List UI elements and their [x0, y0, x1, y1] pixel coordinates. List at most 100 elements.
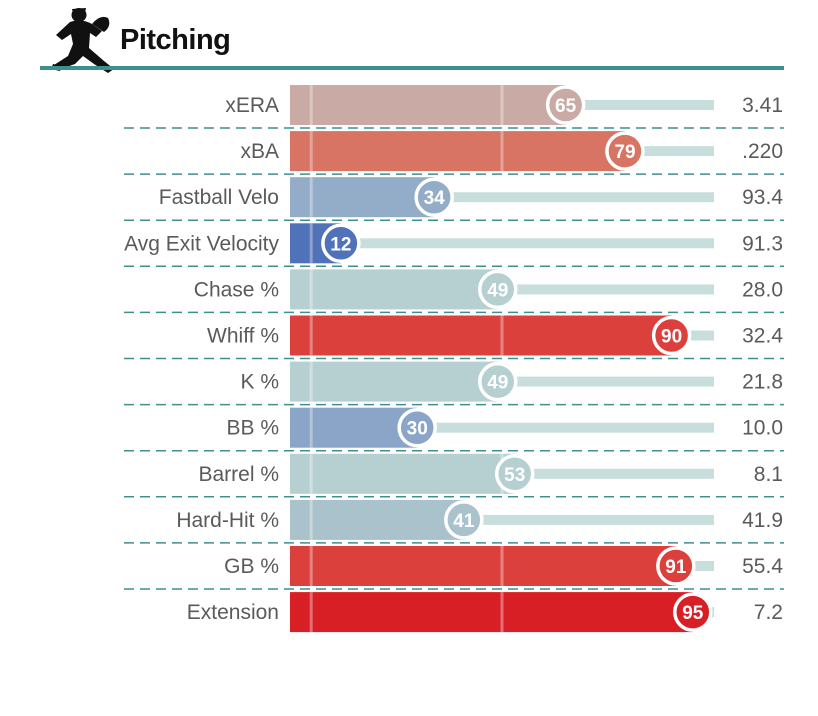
percentile-label: 53: [504, 465, 525, 486]
stat-value: 91.3: [742, 232, 783, 255]
percentile-bar: [290, 269, 498, 310]
stat-value: .220: [742, 140, 783, 163]
stat-value: 41.9: [742, 509, 783, 532]
title-rule: [40, 66, 784, 70]
row-label: Chase %: [194, 278, 279, 301]
stat-value: 10.0: [742, 417, 783, 440]
percentile-marker: [494, 454, 535, 494]
chart-header: Pitching: [0, 0, 818, 76]
row-label: GB %: [224, 555, 279, 578]
pitcher-silhouette-icon: [51, 8, 114, 73]
percentile-marker: [414, 177, 454, 217]
percentile-bar: [290, 453, 515, 494]
percentile-marker: [605, 131, 645, 171]
percentile-bar: [290, 546, 676, 586]
row-label: K %: [240, 371, 279, 394]
row-label: xBA: [240, 140, 279, 163]
percentile-track: [671, 330, 714, 341]
percentile-bar: [290, 131, 625, 172]
percentile-marker: [656, 546, 696, 586]
gridline: [309, 361, 313, 402]
row-label: BB %: [226, 417, 279, 440]
percentile-track: [497, 284, 714, 295]
stat-value: 8.1: [754, 463, 783, 486]
percentile-track: [624, 146, 714, 157]
gridline: [500, 131, 504, 172]
percentile-bar: [290, 85, 566, 125]
percentile-label: 30: [407, 419, 428, 440]
percentile-marker: [478, 361, 518, 402]
gridline: [309, 546, 313, 586]
stat-value: 55.4: [742, 555, 783, 578]
gridline: [500, 315, 504, 356]
chart-row: K % 49 21.8: [124, 361, 784, 406]
percentile-track: [514, 468, 714, 479]
stat-value: 3.41: [742, 94, 783, 117]
chart-row: Extension 95 7.2: [187, 592, 783, 633]
percentile-track: [417, 422, 714, 433]
percentile-bar: [290, 315, 672, 356]
stat-value: 21.8: [742, 371, 783, 394]
gridline: [309, 177, 313, 218]
chart-row: xBA 79 .220: [124, 131, 784, 175]
gridline: [500, 592, 504, 633]
percentile-track: [434, 192, 714, 203]
percentile-marker: [478, 269, 518, 310]
chart-row: BB % 30 10.0: [124, 407, 784, 452]
percentile-track: [340, 238, 714, 249]
percentile-bar: [290, 177, 435, 218]
percentile-label: 34: [424, 188, 446, 209]
percentile-label: 90: [661, 327, 682, 348]
percentile-label: 65: [555, 96, 577, 117]
row-label: Fastball Velo: [159, 186, 279, 209]
stat-value: 93.4: [742, 186, 783, 209]
chart-row: Barrel % 53 8.1: [124, 453, 784, 498]
percentile-track: [463, 514, 714, 525]
stat-value: 28.0: [742, 278, 783, 301]
gridline: [309, 592, 313, 633]
row-label: Whiff %: [207, 325, 279, 348]
percentile-marker: [444, 500, 484, 540]
percentile-label: 91: [665, 557, 687, 578]
percentile-track: [497, 376, 714, 387]
percentile-label: 95: [682, 603, 704, 624]
row-label: xERA: [225, 94, 279, 117]
percentile-bar: [290, 407, 418, 448]
gridline: [500, 85, 504, 125]
chart-row: GB % 91 55.4: [124, 546, 784, 590]
row-label: Avg Exit Velocity: [124, 232, 279, 255]
percentile-marker: [321, 223, 361, 264]
gridline: [309, 453, 313, 494]
chart-row: Chase % 49 28.0: [124, 269, 784, 314]
gridline: [500, 546, 504, 586]
gridline: [309, 315, 313, 356]
row-label: Hard-Hit %: [176, 509, 279, 532]
percentile-label: 12: [330, 234, 351, 255]
gridline: [309, 499, 313, 540]
percentile-bar: [290, 592, 693, 633]
chart-row: Hard-Hit % 41 41.9: [124, 499, 784, 544]
percentile-label: 41: [453, 511, 475, 532]
percentile-marker: [397, 407, 437, 448]
percentile-label: 79: [614, 142, 635, 163]
gridline: [309, 131, 313, 172]
chart-row: Avg Exit Velocity 12 91.3: [124, 223, 784, 268]
percentile-label: 49: [487, 280, 508, 301]
percentile-marker: [673, 592, 713, 632]
gridline: [309, 223, 313, 264]
gridline: [309, 269, 313, 310]
percentile-bar: [290, 499, 464, 540]
chart-row: Whiff % 90 32.4: [124, 315, 784, 360]
stat-value: 7.2: [754, 601, 783, 624]
gridline: [309, 85, 313, 125]
stat-value: 32.4: [742, 325, 783, 348]
chart-row: xERA 65 3.41: [124, 85, 784, 129]
gridline: [309, 407, 313, 448]
percentile-label: 49: [487, 373, 508, 394]
percentile-bar: [290, 361, 498, 402]
percentile-track: [565, 100, 714, 110]
row-label: Extension: [187, 601, 279, 624]
chart-row: Fastball Velo 34 93.4: [124, 177, 784, 221]
percentile-marker: [651, 315, 692, 356]
